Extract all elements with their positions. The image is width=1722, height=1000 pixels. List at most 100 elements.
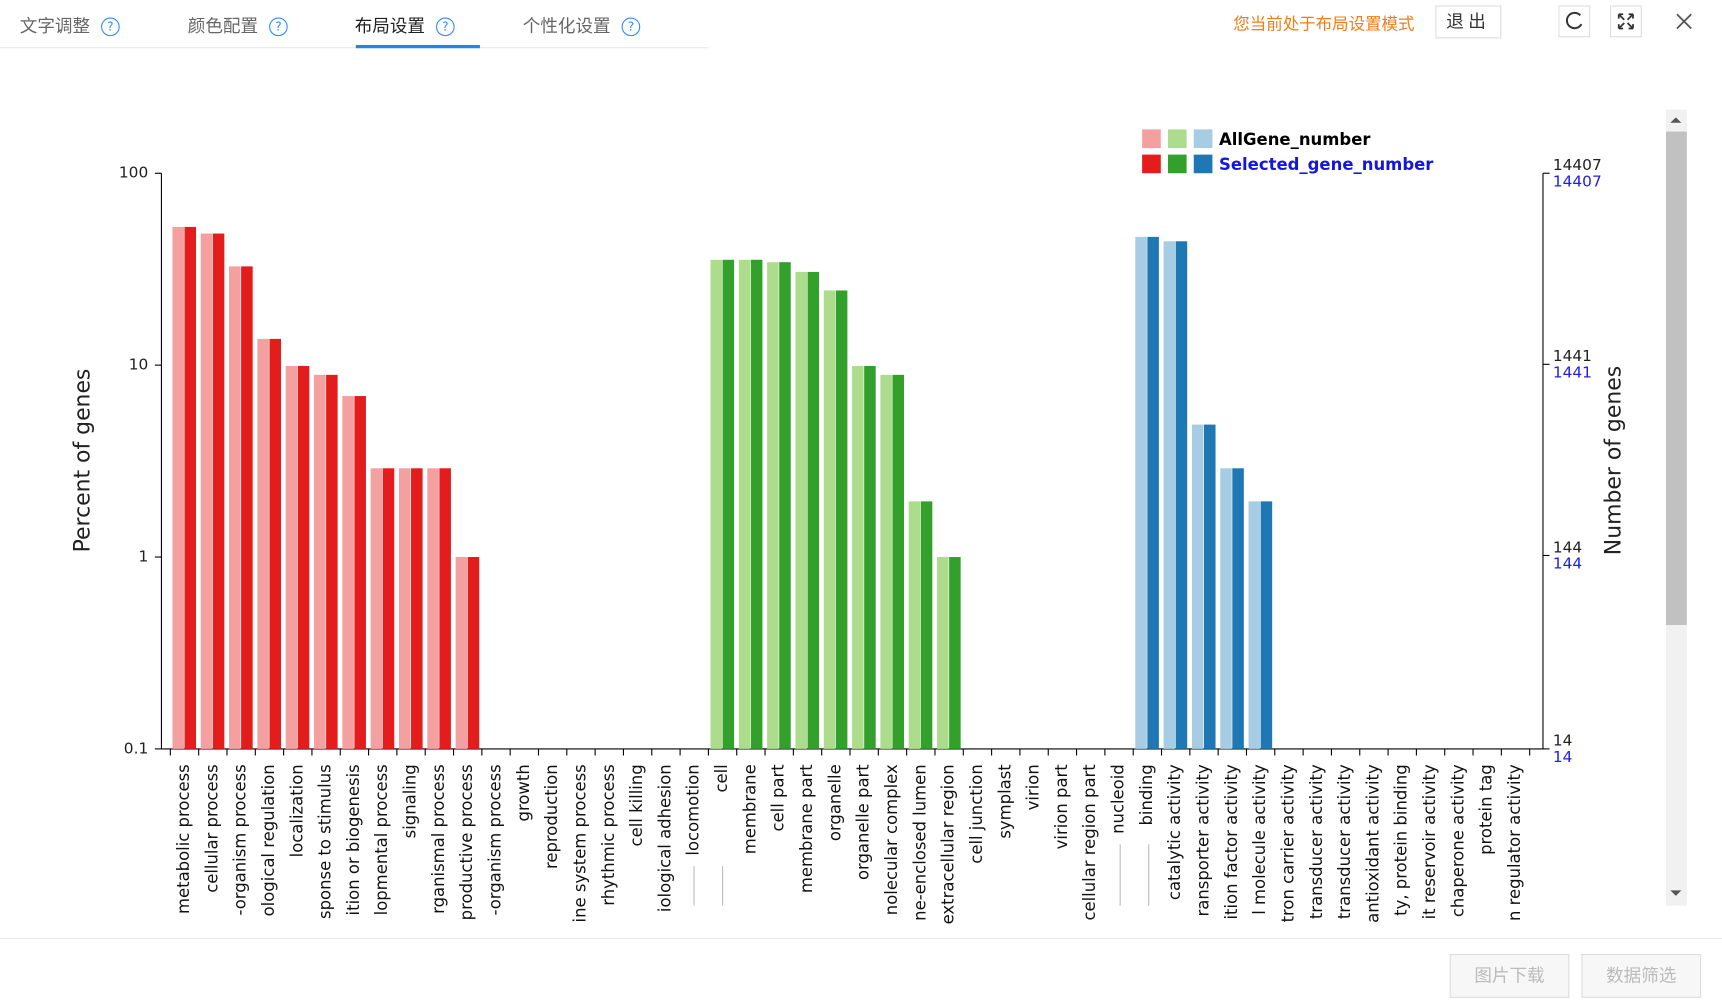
tab-label: 文字调整 (19, 15, 91, 37)
x-tick-label: -organism process (486, 764, 505, 915)
bar (920, 501, 933, 749)
bar (937, 557, 949, 749)
help-icon[interactable]: ? (101, 17, 120, 37)
x-tick-label: ition factor activity (1222, 764, 1241, 920)
x-tick-label: protein tag (1477, 764, 1496, 855)
x-tick-label: -organism process (231, 764, 250, 915)
x-tick-label: rhythmic process (599, 764, 618, 906)
x-tick-label: nucleoid (1109, 764, 1128, 834)
mode-notice: 您当前处于布局设置模式 (1233, 14, 1415, 34)
x-tick-label: growth (514, 764, 533, 821)
bar (1260, 501, 1273, 749)
x-tick-label: transducer activity (1307, 764, 1326, 919)
y2-tick-label: 14 (1553, 732, 1573, 750)
y2-tick-label: 14 (1553, 748, 1573, 766)
tab[interactable]: 布局设置? (355, 11, 455, 37)
y2-axis-title: Number of genes (1601, 366, 1626, 555)
filter-button[interactable]: 数据筛选 (1581, 953, 1702, 998)
bar (370, 468, 383, 749)
x-tick-label: virion part (1052, 764, 1071, 850)
legend-swatch (1142, 154, 1161, 174)
tab[interactable]: 文字调整? (20, 11, 120, 37)
legend-label: Selected_gene_number (1219, 155, 1434, 174)
x-tick-label: cell killing (627, 764, 646, 846)
x-tick-label: ne-enclosed lumen (910, 764, 929, 921)
x-tick-label: lopmental process (372, 764, 391, 915)
x-tick-label: it reservoir activity (1420, 764, 1439, 919)
x-tick-label: reproduction (542, 764, 561, 869)
x-tick-label: virion (1024, 764, 1043, 810)
tab-label: 颜色配置 (187, 15, 259, 37)
y2-tick-label: 144 (1553, 555, 1582, 573)
fullscreen-button[interactable] (1609, 5, 1642, 38)
exit-button[interactable]: 退出 (1435, 5, 1502, 39)
y2-tick-label: 14407 (1553, 156, 1602, 174)
bar (1147, 236, 1159, 749)
download-button[interactable]: 图片下载 (1449, 953, 1570, 998)
x-tick-label: locomotion (684, 764, 703, 855)
bar (427, 468, 439, 749)
fullscreen-icon (1617, 13, 1634, 30)
x-tick-label: nolecular complex (882, 764, 901, 915)
legend-swatch (1142, 129, 1161, 149)
bar (1204, 424, 1216, 749)
bar (835, 290, 848, 749)
bar (949, 557, 961, 749)
x-tick-label: localization (287, 764, 306, 857)
x-tick-label: iological adhesion (655, 764, 674, 912)
x-tick-label: antioxidant activity (1363, 764, 1382, 923)
bar (908, 501, 921, 749)
x-tick-label: cellular region part (1080, 764, 1099, 921)
x-tick-label: extracellular region (939, 764, 958, 924)
y-tick-label: 100 (119, 164, 148, 182)
bar (750, 259, 763, 749)
x-tick-label: ition or biogenesis (344, 764, 363, 915)
bar (1191, 424, 1204, 749)
x-tick-label: rganismal process (429, 764, 448, 914)
x-tick-label: membrane part (797, 764, 816, 893)
help-icon[interactable]: ? (269, 17, 288, 37)
x-tick-label: ological regulation (259, 764, 278, 916)
tab[interactable]: 颜色配置? (188, 11, 288, 37)
x-tick-label: binding (1137, 764, 1156, 825)
help-icon[interactable]: ? (436, 17, 455, 37)
bar (241, 266, 253, 749)
x-tick-label: cell junction (967, 764, 986, 863)
x-tick-label: tron carrier activity (1278, 764, 1297, 922)
bar (1248, 501, 1261, 749)
bar (382, 468, 395, 749)
bar (738, 259, 751, 749)
x-tick-label: membrane (740, 764, 759, 854)
x-tick-label: ransporter activity (1193, 764, 1212, 916)
bar (852, 365, 864, 749)
refresh-button[interactable] (1558, 5, 1591, 38)
y2-tick-label: 14407 (1553, 173, 1602, 191)
bar (892, 374, 905, 749)
bar (807, 271, 820, 749)
bar (864, 365, 876, 749)
bar (710, 259, 723, 749)
legend-label: AllGene_number (1219, 130, 1371, 149)
x-tick-label: organelle part (854, 764, 873, 880)
bar (297, 365, 310, 749)
bar (326, 374, 338, 749)
bar (1163, 241, 1176, 749)
bar (184, 226, 197, 749)
bar (269, 338, 281, 749)
x-tick-label: chaperone activity (1448, 764, 1467, 917)
x-tick-label: sponse to stimulus (316, 764, 335, 919)
x-tick-label: signaling (401, 764, 420, 838)
x-tick-label: l molecule activity (1250, 764, 1269, 915)
tab[interactable]: 个性化设置? (523, 11, 641, 37)
bar (467, 557, 480, 749)
close-button[interactable] (1676, 13, 1692, 30)
bar (257, 338, 269, 749)
x-tick-label: organelle (825, 764, 844, 841)
bar (1175, 241, 1188, 749)
scrollbar-thumb[interactable] (1665, 131, 1687, 626)
bar (172, 226, 184, 749)
help-icon[interactable]: ? (621, 17, 641, 37)
tab-label: 个性化设置 (522, 15, 611, 37)
